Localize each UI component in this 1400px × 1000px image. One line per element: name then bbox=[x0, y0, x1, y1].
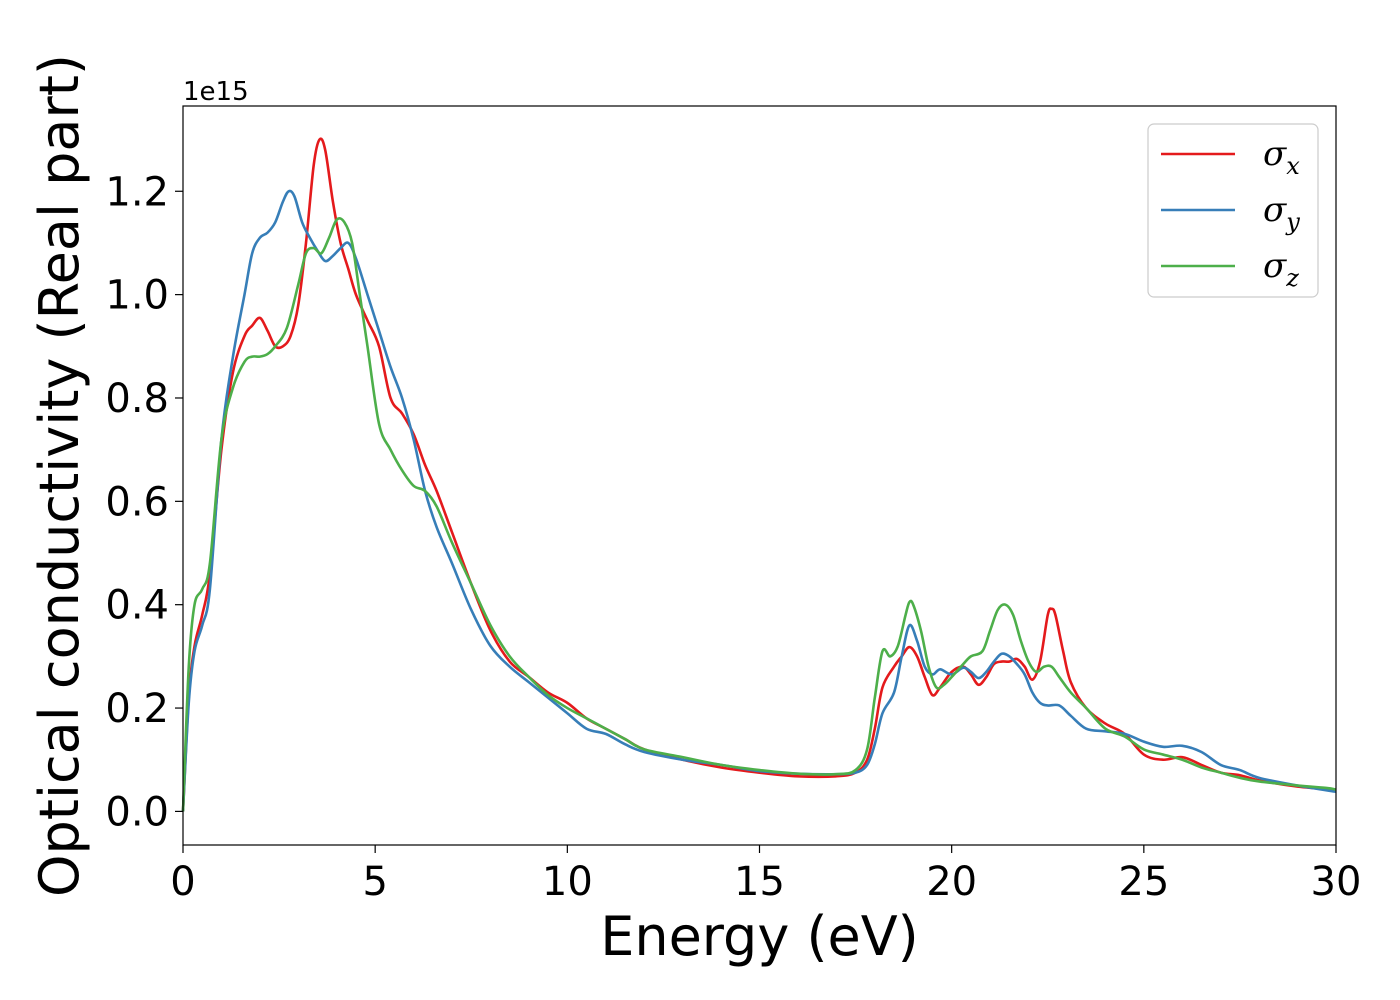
legend-label-z: σz bbox=[1263, 246, 1299, 292]
x-tick-label: 10 bbox=[542, 859, 593, 905]
series-lines bbox=[181, 137, 1337, 812]
legend-subscript: z bbox=[1285, 264, 1299, 292]
x-tick-label: 0 bbox=[170, 859, 195, 905]
legend-label-y: σy bbox=[1263, 190, 1300, 236]
y-tick-label: 0.4 bbox=[105, 583, 169, 629]
x-tick-label: 30 bbox=[1311, 859, 1362, 905]
y-tick-label: 1.2 bbox=[105, 169, 169, 215]
y-tick-label: 0.6 bbox=[105, 479, 169, 525]
legend-subscript: x bbox=[1286, 152, 1300, 180]
series-line-z bbox=[181, 217, 1337, 812]
legend-symbol: σ bbox=[1263, 190, 1287, 230]
x-tick-label: 25 bbox=[1118, 859, 1169, 905]
y-tick-label: 0.2 bbox=[105, 686, 169, 732]
series-line-y bbox=[181, 189, 1337, 812]
y-tick-label: 1.0 bbox=[105, 273, 169, 319]
y-tick-label: 0.0 bbox=[105, 789, 169, 835]
x-tick-label: 20 bbox=[926, 859, 977, 905]
y-axis-ticks: 0.0 0.2 0.4 0.6 0.8 1.0 1.2 bbox=[105, 169, 183, 835]
x-axis-ticks: 0 5 10 15 20 25 30 bbox=[170, 845, 1361, 905]
x-axis-label: Energy (eV) bbox=[600, 905, 919, 968]
legend-subscript: y bbox=[1285, 208, 1300, 236]
legend-symbol: σ bbox=[1263, 134, 1287, 174]
y-tick-label: 0.8 bbox=[105, 376, 169, 422]
legend-symbol: σ bbox=[1263, 246, 1287, 286]
y-axis-label: Optical conductivity (Real part) bbox=[28, 54, 91, 897]
y-axis-offset-label: 1e15 bbox=[183, 77, 249, 107]
x-tick-label: 15 bbox=[734, 859, 785, 905]
series-line-x bbox=[181, 137, 1337, 812]
x-tick-label: 5 bbox=[362, 859, 387, 905]
legend-label-x: σx bbox=[1263, 134, 1300, 180]
